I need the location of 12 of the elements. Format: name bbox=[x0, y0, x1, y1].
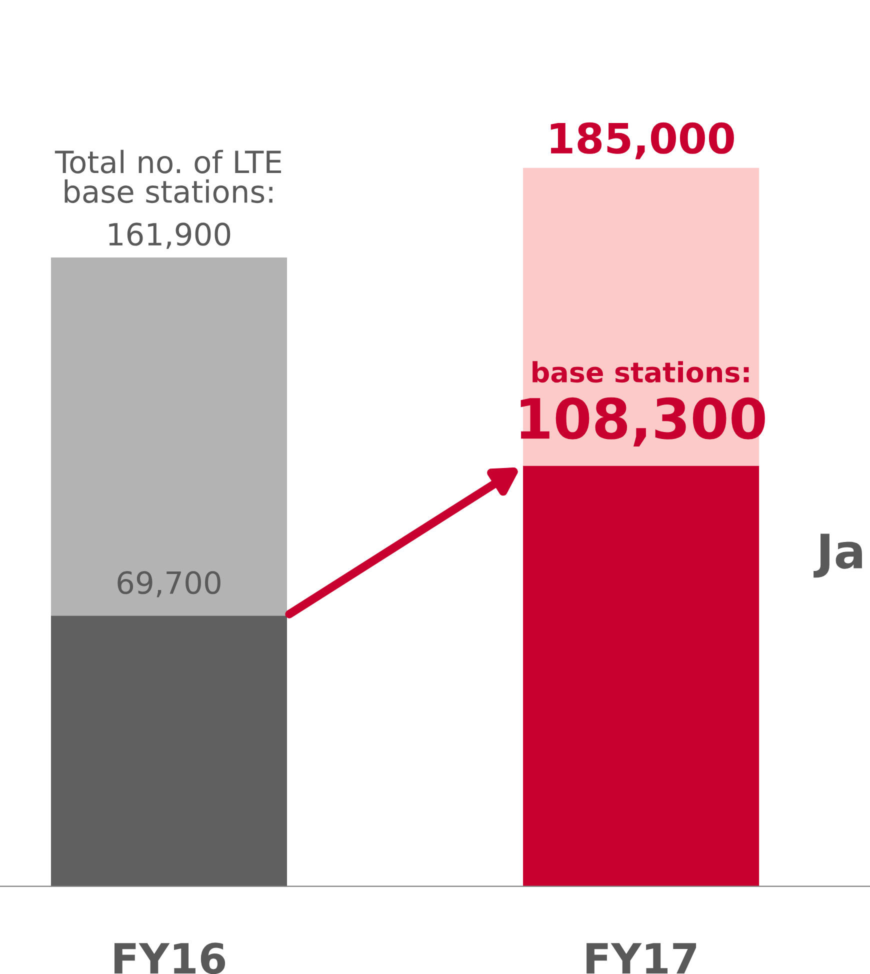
x-tick-label: FY16 bbox=[114, 942, 226, 974]
bar bbox=[523, 466, 760, 886]
annotation: base stations: bbox=[532, 361, 749, 383]
data-label: 69,700 bbox=[118, 571, 220, 598]
bar bbox=[50, 258, 288, 616]
total-label: 185,000 bbox=[550, 122, 734, 160]
x-tick-label: FY17 bbox=[586, 943, 696, 974]
total-label: 161,900 bbox=[109, 222, 230, 249]
annotation: Total no. of LTE base stations: bbox=[54, 150, 282, 204]
bar bbox=[50, 616, 288, 886]
data-label: 108,300 bbox=[520, 397, 765, 447]
annotation: Ja bbox=[814, 534, 862, 578]
